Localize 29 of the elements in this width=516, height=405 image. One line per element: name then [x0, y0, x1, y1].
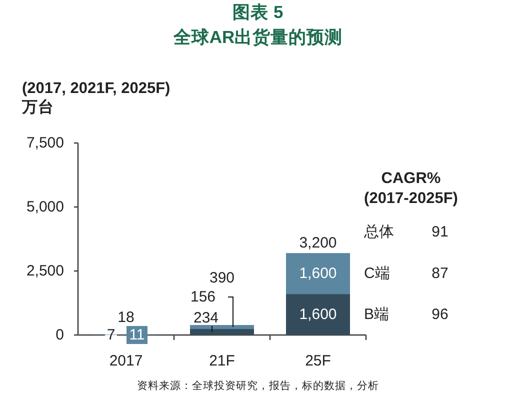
- total-label: 3,200: [299, 234, 337, 252]
- annotation: 总体: [363, 224, 394, 241]
- x-tick-label: 25F: [305, 352, 331, 370]
- x-tick-label: 21F: [209, 352, 235, 370]
- chart-title: 图表 5: [232, 2, 284, 22]
- data-label: 1,600: [299, 306, 337, 324]
- annotation: CAGR% (2017-2025F): [364, 170, 458, 207]
- total-label: 18: [118, 309, 134, 326]
- y-tick-label: 2,500: [26, 262, 64, 280]
- y-axis-title: (2017, 2021F, 2025F) 万台: [21, 80, 170, 116]
- bar: [286, 294, 350, 335]
- text: 资料来源：全球投资研究，报告，标的数据，分析: [137, 379, 379, 392]
- bar: [190, 329, 254, 335]
- data-label: 156: [190, 288, 216, 306]
- series-label: B端: [364, 306, 390, 324]
- bar: [286, 253, 350, 294]
- y-tick-label: 7,500: [26, 134, 64, 152]
- y-tick-label: 0: [56, 326, 64, 344]
- bar: [190, 325, 254, 330]
- total-label: 390: [209, 270, 235, 287]
- x-tick-label: 2017: [109, 352, 143, 370]
- series-label: C端: [364, 265, 390, 282]
- data-label: 1,600: [299, 265, 337, 282]
- text: 87: [432, 265, 448, 282]
- text: 96: [432, 306, 448, 324]
- chart-subtitle: 全球AR出货量的预测: [172, 27, 343, 47]
- data-label: 234: [193, 310, 219, 327]
- text: 91: [432, 224, 448, 241]
- y-tick-label: 5,000: [26, 198, 64, 216]
